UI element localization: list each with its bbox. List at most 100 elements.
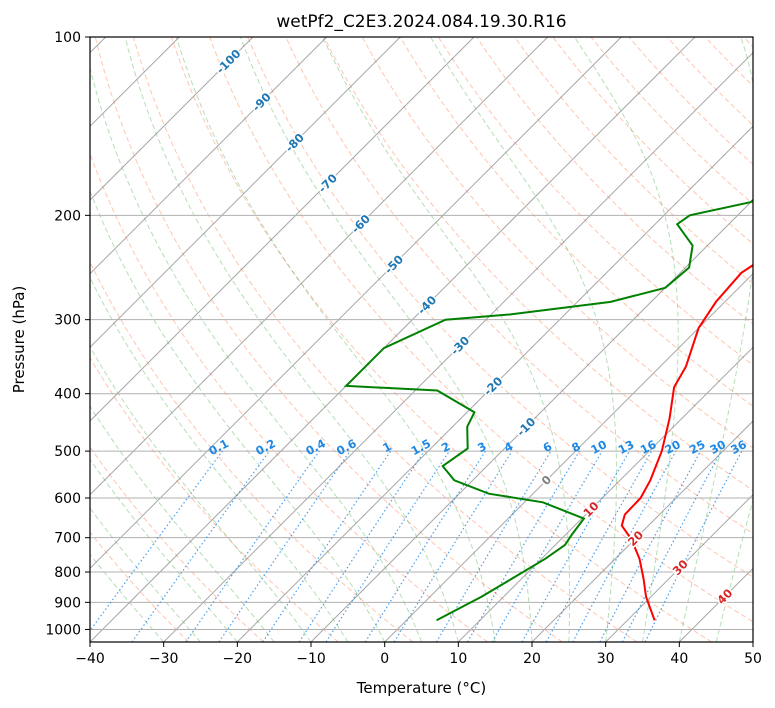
moist-adiabat-line — [322, 37, 571, 642]
plot-frame — [89, 36, 754, 643]
isotherm-line — [605, 493, 753, 642]
moist-adiabat-line — [574, 37, 679, 642]
y-tick-label: 100 — [54, 30, 81, 46]
dry-adiabat-line — [90, 356, 339, 642]
moist-adiabat-line — [90, 507, 201, 642]
y-tick-label: 600 — [54, 491, 81, 507]
axes: −40 −30 −20 −10 0 10 20 30 40 5010020030040050060… — [45, 30, 762, 667]
y-tick-label: 700 — [54, 531, 81, 547]
mixing-ratio-label: 36 — [728, 437, 749, 457]
y-tick-label: 900 — [54, 595, 81, 611]
isotherm-line — [90, 37, 401, 349]
dry-adiabat-line — [247, 37, 753, 578]
moist-adiabat-line — [90, 345, 312, 642]
dry-adiabat-line — [666, 37, 753, 126]
isotherm-line — [752, 641, 753, 642]
mixing-ratio-line — [572, 450, 677, 642]
y-tick-label: 300 — [54, 313, 81, 329]
moist-adiabat-line — [90, 458, 238, 642]
moist-adiabat-line — [715, 498, 753, 642]
x-tick-label: 30 — [597, 651, 615, 667]
mixing-ratio-label: 0.1 — [206, 436, 231, 458]
dry-adiabat-line — [323, 37, 753, 491]
background-lines — [90, 37, 753, 642]
moist-adiabat-line — [90, 189, 386, 642]
mixing-ratio-label: 16 — [638, 437, 659, 457]
chart-title: wetPf2_C2E3.2024.084.19.30.R16 — [276, 12, 566, 32]
x-axis-title: Temperature (°C) — [356, 679, 486, 697]
dry-adiabat-line — [399, 37, 753, 407]
mixing-ratio-label: 0.4 — [303, 436, 328, 458]
dry-adiabat-line — [209, 37, 753, 623]
mixing-ratio-label: 1.5 — [409, 436, 434, 458]
temperature-profile-line — [620, 263, 753, 621]
dry-adiabat-line — [90, 446, 264, 642]
mixing-ratio-line — [185, 450, 320, 642]
dry-adiabat-line — [285, 37, 753, 535]
series-layer — [343, 198, 753, 622]
moist-adiabat-line — [90, 65, 422, 642]
moist-adiabat-line — [90, 405, 275, 642]
mixing-ratio-line — [90, 450, 223, 632]
mixing-ratio-label: 20 — [662, 437, 683, 457]
mixing-ratio-label: 8 — [569, 439, 583, 455]
x-tick-label: −30 — [149, 651, 179, 667]
dry-adiabat-line — [743, 37, 753, 48]
dry-adiabat-line — [90, 260, 414, 642]
y-tick-label: 800 — [54, 565, 81, 581]
isotherm-line — [678, 567, 753, 642]
y-tick-label: 1000 — [45, 622, 81, 638]
line-labels: 0.1 0.2 0.4 0.6 1 1.5 2 3 4 6 8 10 13 16 20 25 30 36-100-… — [206, 45, 749, 609]
x-tick-label: −10 — [296, 651, 326, 667]
isotherm-line — [90, 37, 328, 275]
isotherm-line — [457, 346, 753, 642]
mixing-ratio-line — [131, 450, 270, 642]
x-tick-label: 10 — [449, 651, 467, 667]
dry-adiabat-line — [437, 37, 753, 366]
dry-adiabat-line — [171, 37, 712, 642]
isotherm-line — [163, 51, 753, 642]
mixing-ratio-line — [393, 450, 513, 642]
isotherm-line — [90, 37, 254, 201]
x-tick-label: −40 — [75, 651, 105, 667]
moist-adiabat-line — [124, 37, 459, 642]
mixing-ratio-label: 4 — [502, 439, 516, 455]
isotherm-line — [90, 37, 622, 570]
isotherm-line — [90, 37, 549, 496]
isotherm-line — [310, 199, 753, 642]
dry-adiabat-line — [132, 37, 638, 642]
mixing-ratio-label: 2 — [439, 439, 453, 455]
x-tick-label: 50 — [744, 651, 762, 667]
mixing-ratio-label: 6 — [541, 439, 555, 455]
mixing-ratio-line — [218, 450, 351, 642]
mixing-ratio-label: 3 — [475, 439, 489, 455]
dry-adiabat-line — [552, 37, 753, 245]
isotherm-line — [90, 37, 696, 642]
isotherm-line — [236, 125, 753, 642]
moist-adiabat-line — [678, 37, 753, 642]
mixing-ratio-line — [521, 450, 631, 642]
moist-adiabat-line — [175, 37, 496, 642]
mixing-ratio-label: 13 — [616, 437, 637, 457]
x-tick-label: 0 — [380, 651, 389, 667]
dry-adiabat-line — [90, 531, 190, 642]
mixing-ratio-label: 10 — [588, 437, 609, 457]
moist-adiabat-line — [430, 37, 617, 642]
mixing-ratio-label: 1 — [380, 439, 394, 455]
mixing-ratio-label: 30 — [707, 437, 728, 457]
mixing-ratio-line — [325, 450, 450, 642]
dewpoint-profile-line — [343, 198, 753, 622]
isotherm-line — [384, 272, 753, 642]
y-tick-label: 200 — [54, 208, 81, 224]
x-tick-label: −20 — [223, 651, 253, 667]
dry-adiabat-line — [94, 37, 563, 642]
dry-adiabat-line — [704, 37, 753, 87]
dry-adiabat-line — [361, 37, 753, 449]
dry-adiabat-line — [514, 37, 753, 285]
mixing-ratio-line — [262, 450, 392, 642]
y-tick-label: 400 — [54, 387, 81, 403]
x-tick-label: 20 — [523, 651, 541, 667]
y-axis-title: Pressure (hPa) — [10, 286, 28, 394]
